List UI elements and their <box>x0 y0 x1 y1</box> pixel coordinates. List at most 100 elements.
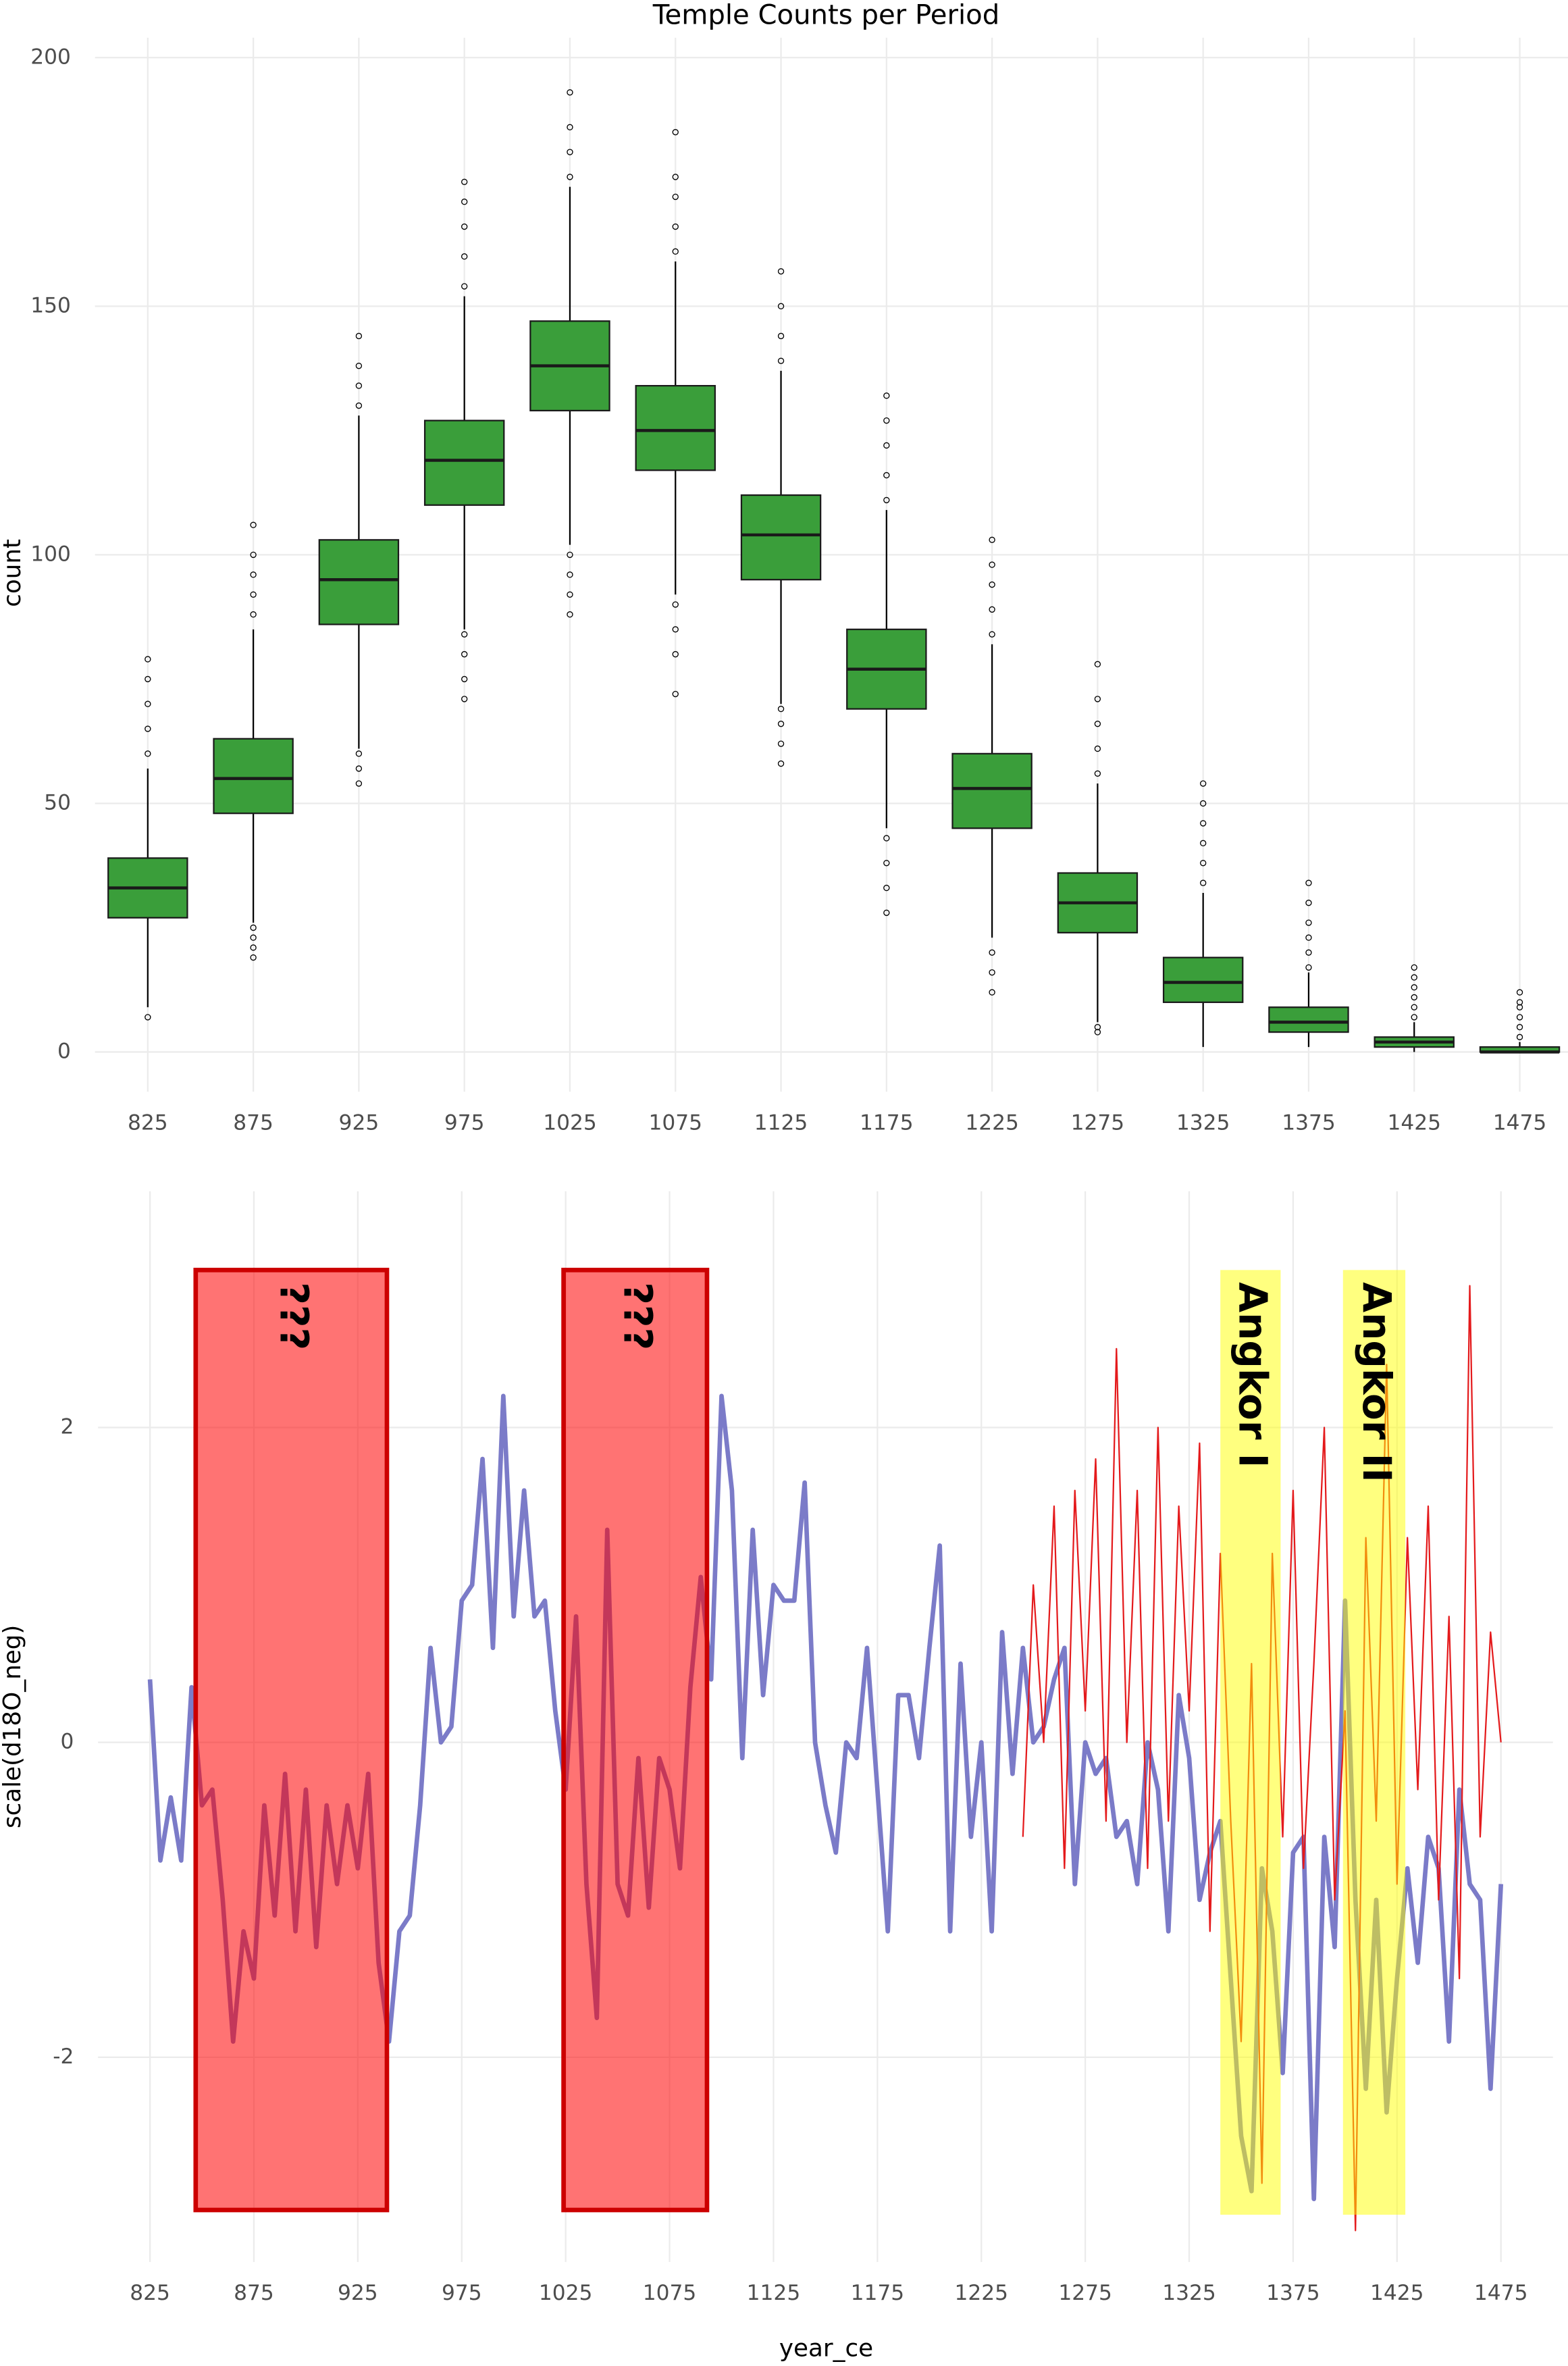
annotation-box <box>193 1267 390 2213</box>
outlier <box>1516 1024 1523 1031</box>
outlier <box>777 332 785 340</box>
annotation-box <box>1220 1270 1281 2215</box>
x-tick-label: 1225 <box>965 1110 1019 1135</box>
outlier <box>777 740 785 747</box>
outlier <box>1199 820 1207 827</box>
outlier <box>567 124 573 131</box>
x-tick-label: 925 <box>338 2281 378 2305</box>
x-tick-label: 1475 <box>1493 1110 1547 1135</box>
box <box>213 738 294 815</box>
outlier <box>1199 780 1207 787</box>
box <box>635 384 716 471</box>
outlier <box>672 223 679 230</box>
outlier <box>989 969 995 976</box>
annotation-box <box>1342 1270 1406 2215</box>
y-axis-title: count <box>0 539 26 607</box>
outlier <box>1305 934 1312 941</box>
outlier <box>777 268 785 275</box>
outlier <box>1516 999 1523 1006</box>
x-tick-label: 1425 <box>1370 2281 1424 2305</box>
x-tick-label: 1175 <box>851 2281 905 2305</box>
outlier <box>1305 919 1312 926</box>
outlier <box>1094 661 1101 668</box>
outlier <box>883 860 890 867</box>
outlier <box>883 442 890 449</box>
outlier <box>145 675 151 683</box>
box <box>740 494 822 581</box>
outlier <box>250 934 257 941</box>
x-tick-label: 1225 <box>954 2281 1008 2305</box>
outlier <box>989 631 995 638</box>
outlier <box>1094 770 1101 777</box>
outlier <box>672 128 679 136</box>
outlier <box>145 725 151 732</box>
outlier <box>250 521 257 528</box>
x-tick-label: 1125 <box>747 2281 801 2305</box>
outlier <box>250 571 257 578</box>
outlier <box>1305 879 1312 886</box>
outlier <box>672 174 679 180</box>
outlier <box>250 954 257 961</box>
outlier <box>355 332 363 340</box>
y-tick-label: -2 <box>53 2044 74 2069</box>
outlier <box>672 193 679 201</box>
outlier <box>355 780 363 787</box>
outlier <box>883 884 890 892</box>
outlier <box>883 392 890 399</box>
x-tick-label: 825 <box>130 2281 170 2305</box>
y-tick-label: 50 <box>44 790 71 815</box>
outlier <box>355 750 363 757</box>
x-tick-label: 1275 <box>1071 1110 1125 1135</box>
box <box>951 752 1033 829</box>
outlier <box>1199 800 1207 807</box>
x-tick-label: 1425 <box>1387 1110 1441 1135</box>
outlier <box>883 417 890 424</box>
outlier <box>145 1014 151 1021</box>
x-tick-label: 1375 <box>1266 2281 1320 2305</box>
outlier <box>1516 1004 1523 1010</box>
outlier <box>989 561 995 568</box>
outlier <box>355 382 363 389</box>
box <box>1162 956 1244 1004</box>
annotation-label: ??? <box>271 1282 317 1350</box>
outlier <box>989 581 995 588</box>
box <box>318 539 400 625</box>
outlier <box>1094 696 1101 702</box>
outlier <box>461 696 468 702</box>
box <box>1268 1006 1349 1033</box>
y-tick-label: 0 <box>61 1730 74 1754</box>
outlier <box>250 611 257 618</box>
x-axis-title: year_ce <box>779 2334 873 2362</box>
outlier <box>567 591 573 598</box>
chart-title: Temple Counts per Period <box>652 0 999 31</box>
x-tick-label: 1475 <box>1474 2281 1528 2305</box>
annotation-label: ??? <box>615 1282 661 1350</box>
x-tick-label: 975 <box>444 1110 485 1135</box>
outlier <box>250 944 257 951</box>
outlier <box>1199 860 1207 867</box>
outlier <box>672 601 679 608</box>
outlier <box>883 835 890 842</box>
outlier <box>777 760 785 767</box>
x-tick-label: 1075 <box>643 2281 697 2305</box>
outlier <box>1411 974 1417 981</box>
annotation-box <box>561 1267 710 2213</box>
outlier <box>1411 1014 1417 1021</box>
x-tick-label: 1025 <box>543 1110 597 1135</box>
outlier <box>883 471 890 479</box>
outlier <box>1199 840 1207 847</box>
outlier <box>567 149 573 155</box>
x-tick-label: 1325 <box>1176 1110 1230 1135</box>
outlier <box>145 656 151 663</box>
outlier <box>567 89 573 96</box>
outlier <box>355 402 363 409</box>
outlier <box>672 650 679 658</box>
outlier <box>1094 1029 1101 1035</box>
outlier <box>1411 1004 1417 1010</box>
outlier <box>355 765 363 772</box>
outlier <box>989 536 995 544</box>
outlier <box>461 253 468 260</box>
x-tick-label: 925 <box>339 1110 380 1135</box>
y-tick-label: 200 <box>30 45 71 69</box>
outlier <box>672 690 679 698</box>
